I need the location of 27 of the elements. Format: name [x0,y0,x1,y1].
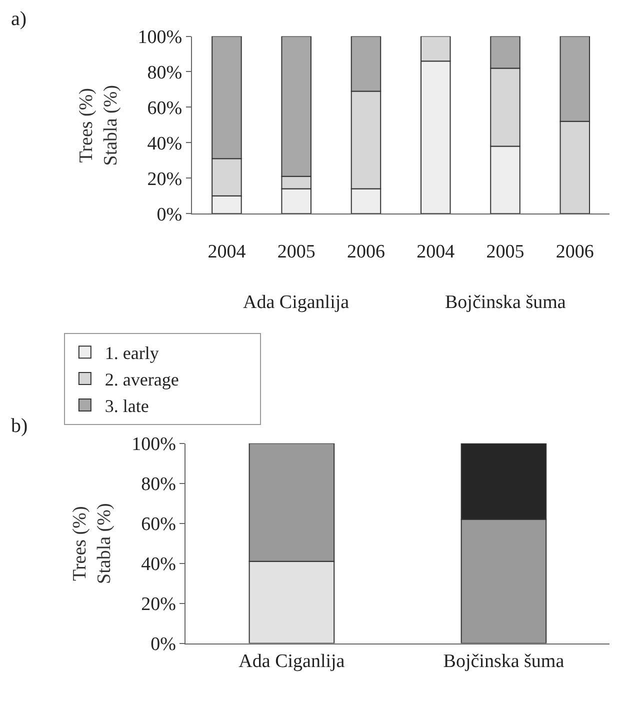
y-tick-label: 20% [147,168,182,190]
y-tick-label: 80% [141,474,176,496]
x-tick-label: 2005 [277,241,316,262]
legend-label: 2. average [104,370,179,390]
y-tick-label: 60% [147,98,182,119]
y-tick-label: 60% [141,514,176,536]
y-tick-label: 100% [138,26,182,48]
y-tick-label: 40% [147,133,182,154]
legend-label: 3. late [104,396,149,416]
x-tick-label: 2006 [556,241,594,262]
x-tick-label: 2005 [486,241,524,262]
y-axis-title: Trees (%) Stabla (%) [69,503,115,584]
y-tick-label: 0% [150,634,176,655]
y-axis-title: Trees (%) Stabla (%) [76,85,122,166]
x-tick-label: 2004 [416,241,456,262]
x-tick-label: 2006 [346,241,385,262]
y-tick-label: 20% [141,594,176,615]
text: a) [11,8,27,30]
text: b) [11,415,28,437]
text: Bojčinska šuma [445,292,566,313]
text: Ada Ciganlija [243,292,350,313]
x-tick-label: 2004 [208,241,246,262]
y-tick-label: 100% [132,434,176,456]
y-tick-label: 0% [156,204,182,226]
y-tick-label: 80% [147,62,182,84]
y-tick-label: 40% [141,554,176,575]
legend-label: 1. early [104,343,159,364]
